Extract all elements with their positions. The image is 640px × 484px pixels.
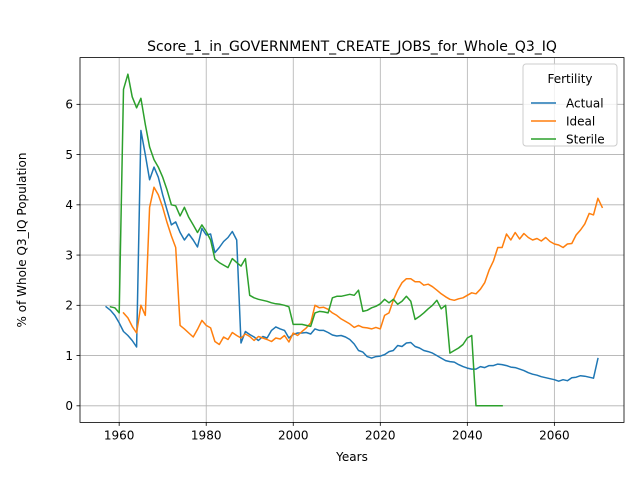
legend-entries: Actual Ideal Sterile: [531, 96, 605, 146]
y-tick-label: 5: [65, 148, 73, 162]
y-tick-label: 3: [65, 248, 73, 262]
y-tick-label: 1: [65, 349, 73, 363]
x-tick-label: 2020: [365, 428, 396, 442]
x-tick-label: 2040: [452, 428, 483, 442]
x-tick-label: 2000: [278, 428, 309, 442]
legend-label-ideal: Ideal: [566, 114, 595, 128]
series-line-actual: [105, 129, 599, 382]
x-tick-label: 1980: [191, 428, 222, 442]
y-tick-label: 0: [65, 399, 73, 413]
legend-label-actual: Actual: [566, 96, 604, 110]
x-tick-label: 1960: [104, 428, 135, 442]
y-axis-ticks: 0 1 2 3 4 5 6: [65, 98, 80, 413]
series-lines: [105, 73, 604, 407]
series-line-sterile: [109, 73, 503, 407]
y-tick-label: 6: [65, 98, 73, 112]
legend-title: Fertility: [547, 72, 592, 86]
plot-frame: [79, 57, 625, 423]
legend-label-sterile: Sterile: [566, 132, 605, 146]
legend: Fertility Actual Ideal Sterile: [522, 63, 618, 147]
y-tick-label: 2: [65, 299, 73, 313]
x-axis-ticks: 1960 1980 2000 2020 2040 2060: [104, 422, 570, 442]
y-tick-label: 4: [65, 198, 73, 212]
chart-title: Score_1_in_GOVERNMENT_CREATE_JOBS_for_Wh…: [147, 39, 557, 55]
x-tick-label: 2060: [539, 428, 570, 442]
x-axis-label: Years: [335, 450, 368, 464]
grid: [80, 57, 624, 423]
legend-box: [522, 63, 618, 147]
y-axis-label: % of Whole Q3_IQ Population: [15, 153, 29, 328]
series-line-ideal: [122, 186, 604, 346]
